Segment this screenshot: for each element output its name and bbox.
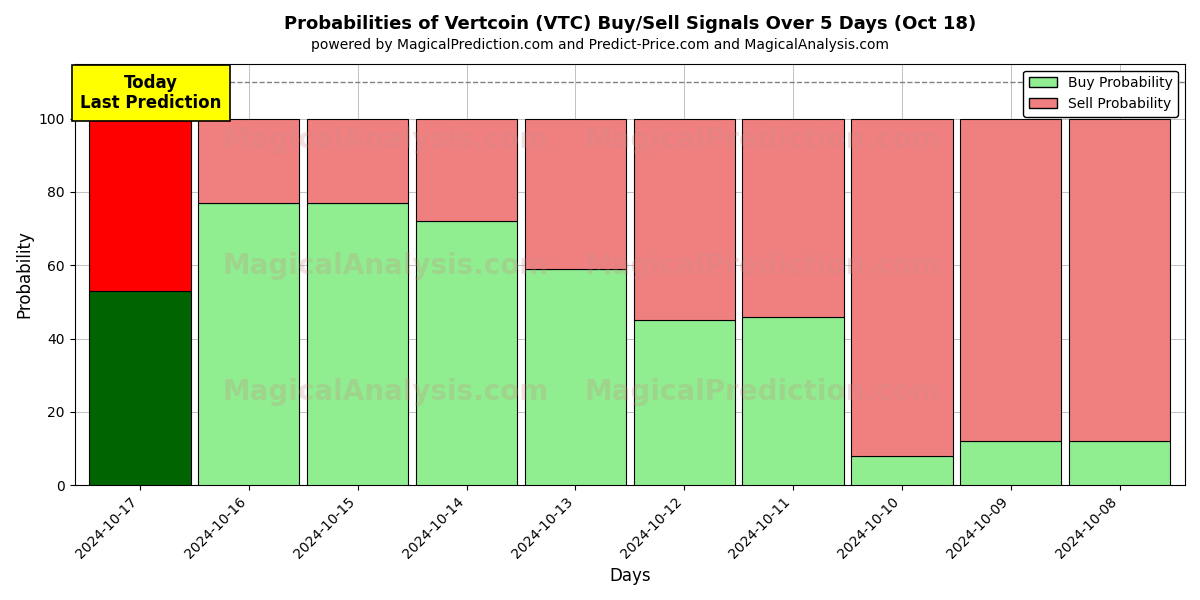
Title: Probabilities of Vertcoin (VTC) Buy/Sell Signals Over 5 Days (Oct 18): Probabilities of Vertcoin (VTC) Buy/Sell… xyxy=(283,15,976,33)
Bar xyxy=(1069,119,1170,441)
Bar xyxy=(198,119,300,203)
Bar xyxy=(89,291,191,485)
Bar xyxy=(416,221,517,485)
Text: MagicalPrediction.com: MagicalPrediction.com xyxy=(584,379,941,406)
Bar xyxy=(307,203,408,485)
Bar xyxy=(743,119,844,317)
Bar xyxy=(307,119,408,203)
Text: powered by MagicalPrediction.com and Predict-Price.com and MagicalAnalysis.com: powered by MagicalPrediction.com and Pre… xyxy=(311,38,889,52)
Bar xyxy=(960,441,1062,485)
Text: Today
Last Prediction: Today Last Prediction xyxy=(80,74,222,112)
Bar xyxy=(524,119,626,269)
Bar xyxy=(960,119,1062,441)
Bar xyxy=(634,320,734,485)
Text: MagicalAnalysis.com: MagicalAnalysis.com xyxy=(222,379,548,406)
Bar xyxy=(524,269,626,485)
Bar xyxy=(851,119,953,456)
Text: MagicalPrediction.com: MagicalPrediction.com xyxy=(584,252,941,280)
Bar xyxy=(416,119,517,221)
Bar xyxy=(89,119,191,291)
Text: MagicalAnalysis.com: MagicalAnalysis.com xyxy=(222,125,548,154)
Bar xyxy=(634,119,734,320)
Bar xyxy=(851,456,953,485)
Text: MagicalPrediction.com: MagicalPrediction.com xyxy=(584,125,941,154)
Y-axis label: Probability: Probability xyxy=(16,230,34,319)
X-axis label: Days: Days xyxy=(610,567,650,585)
Text: MagicalAnalysis.com: MagicalAnalysis.com xyxy=(222,252,548,280)
Legend: Buy Probability, Sell Probability: Buy Probability, Sell Probability xyxy=(1024,71,1178,117)
Bar xyxy=(743,317,844,485)
Bar xyxy=(198,203,300,485)
Bar xyxy=(1069,441,1170,485)
